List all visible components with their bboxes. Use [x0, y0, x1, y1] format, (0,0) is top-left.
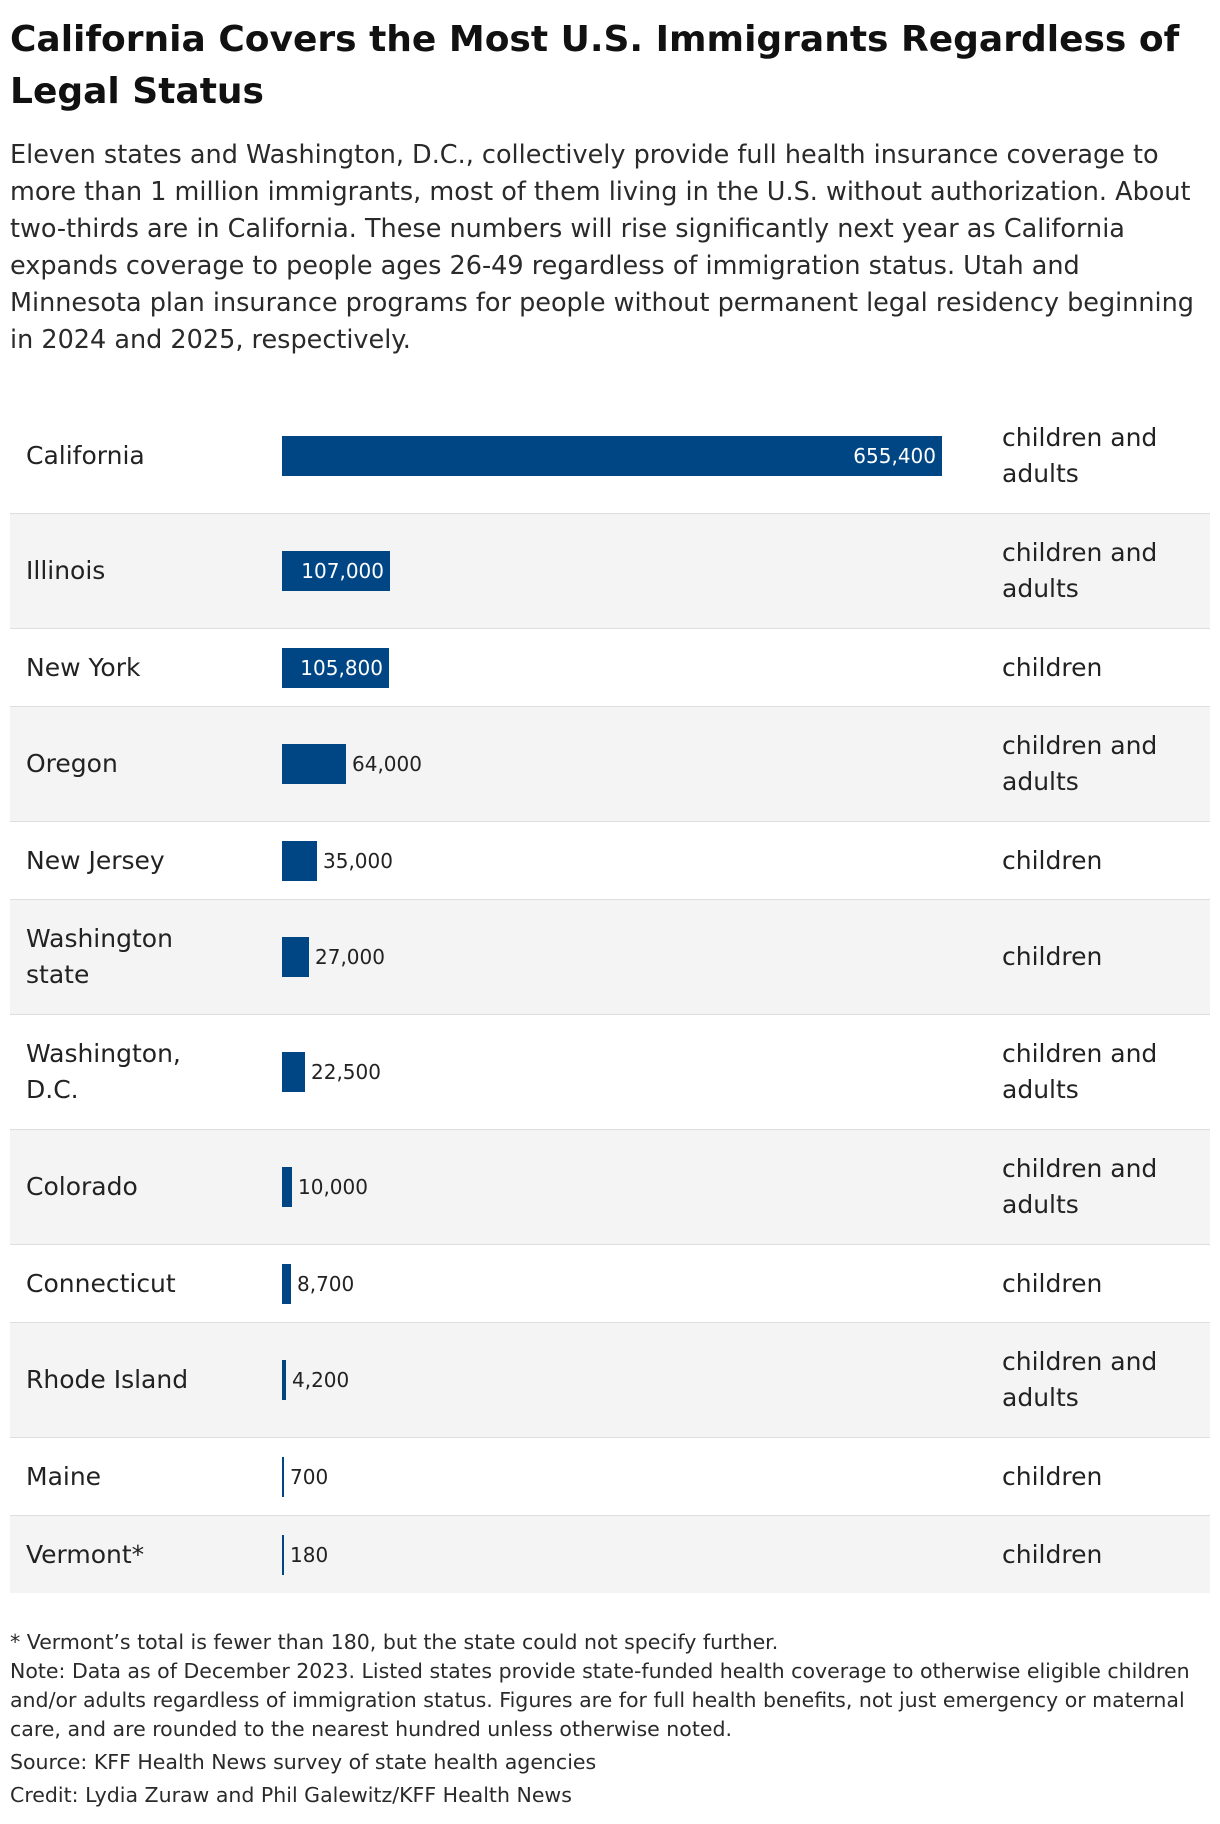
coverage-label: children and adults [1002, 1039, 1158, 1104]
state-label: Oregon [26, 749, 118, 778]
credit: Credit: Lydia Zuraw and Phil Galewitz/KF… [10, 1783, 572, 1807]
bar [282, 1167, 292, 1207]
table-row: Illinois 107,000 children and adults [10, 514, 1210, 629]
value-label: 10,000 [298, 1175, 368, 1199]
data-table: California 655,400 children and adults Illi… [10, 399, 1210, 1593]
chart-title: California Covers the Most U.S. Immigran… [10, 19, 1180, 112]
state-label: Illinois [26, 556, 106, 585]
state-label: California [26, 441, 145, 470]
state-label: Vermont* [26, 1539, 145, 1569]
value-label: 64,000 [352, 752, 422, 776]
value-label: 655,400 [853, 444, 936, 468]
coverage-label: children and adults [1002, 423, 1158, 488]
bar [282, 1360, 286, 1400]
chart-subtitle: Eleven states and Washington, D.C., coll… [10, 140, 1194, 355]
state-label: Washington state [26, 924, 173, 989]
table-row: New York 105,800 children [10, 629, 1210, 707]
bar [282, 744, 346, 784]
state-label: Connecticut [26, 1268, 176, 1298]
coverage-label: children [1002, 1539, 1103, 1569]
bar [282, 1456, 284, 1497]
value-label: 105,800 [300, 655, 383, 680]
table-row: Colorado 10,000 children and adults [10, 1130, 1210, 1245]
value-label: 27,000 [315, 945, 385, 969]
table-row: New Jersey 35,000 children [10, 822, 1210, 900]
bar [282, 1052, 305, 1092]
coverage-label: children and adults [1002, 1154, 1158, 1219]
note: Note: Data as of December 2023. Listed s… [10, 1659, 1190, 1741]
coverage-label: children [1002, 1268, 1103, 1298]
coverage-label: children [1002, 652, 1103, 682]
table-row: Oregon 64,000 children and adults [10, 707, 1210, 822]
source: Source: KFF Health News survey of state … [10, 1750, 597, 1774]
table-row: California 655,400 children and adults [10, 399, 1210, 514]
value-label: 8,700 [297, 1271, 355, 1296]
value-label: 107,000 [301, 559, 384, 583]
bar [282, 647, 389, 688]
table-row: Rhode Island 4,200 children and adults [10, 1323, 1210, 1438]
bar [282, 551, 390, 591]
state-label: New York [26, 652, 141, 682]
table-row: Washington state 27,000 children [10, 900, 1210, 1015]
value-label: 180 [290, 1542, 329, 1567]
value-label: 4,200 [292, 1368, 350, 1392]
coverage-label: children and adults [1002, 731, 1158, 796]
state-label: Washington, D.C. [26, 1039, 181, 1104]
coverage-label: children [1002, 1461, 1103, 1491]
table-row: Washington, D.C. 22,500 children and adult… [10, 1015, 1210, 1130]
footnote: * Vermont’s total is fewer than 180, but… [10, 1630, 779, 1654]
table-row: Vermont* 180 children [10, 1516, 1210, 1593]
coverage-label: children and adults [1002, 1347, 1158, 1412]
bar [282, 840, 317, 881]
bar [282, 937, 309, 977]
bar [282, 1263, 291, 1304]
state-label: New Jersey [26, 845, 165, 875]
value-label: 22,500 [311, 1060, 381, 1084]
coverage-label: children [1002, 942, 1103, 971]
table-row: Maine 700 children [10, 1438, 1210, 1516]
value-label: 35,000 [323, 848, 393, 873]
chart-footer: * Vermont’s total is fewer than 180, but… [10, 1628, 1210, 1810]
bar [282, 1534, 284, 1575]
coverage-label: children and adults [1002, 538, 1158, 603]
value-label: 700 [290, 1464, 329, 1489]
state-label: Rhode Island [26, 1365, 189, 1394]
state-label: Colorado [26, 1172, 138, 1201]
table-row: Connecticut 8,700 children [10, 1245, 1210, 1323]
state-label: Maine [26, 1461, 102, 1491]
coverage-label: children [1002, 845, 1103, 875]
bar [282, 436, 942, 476]
